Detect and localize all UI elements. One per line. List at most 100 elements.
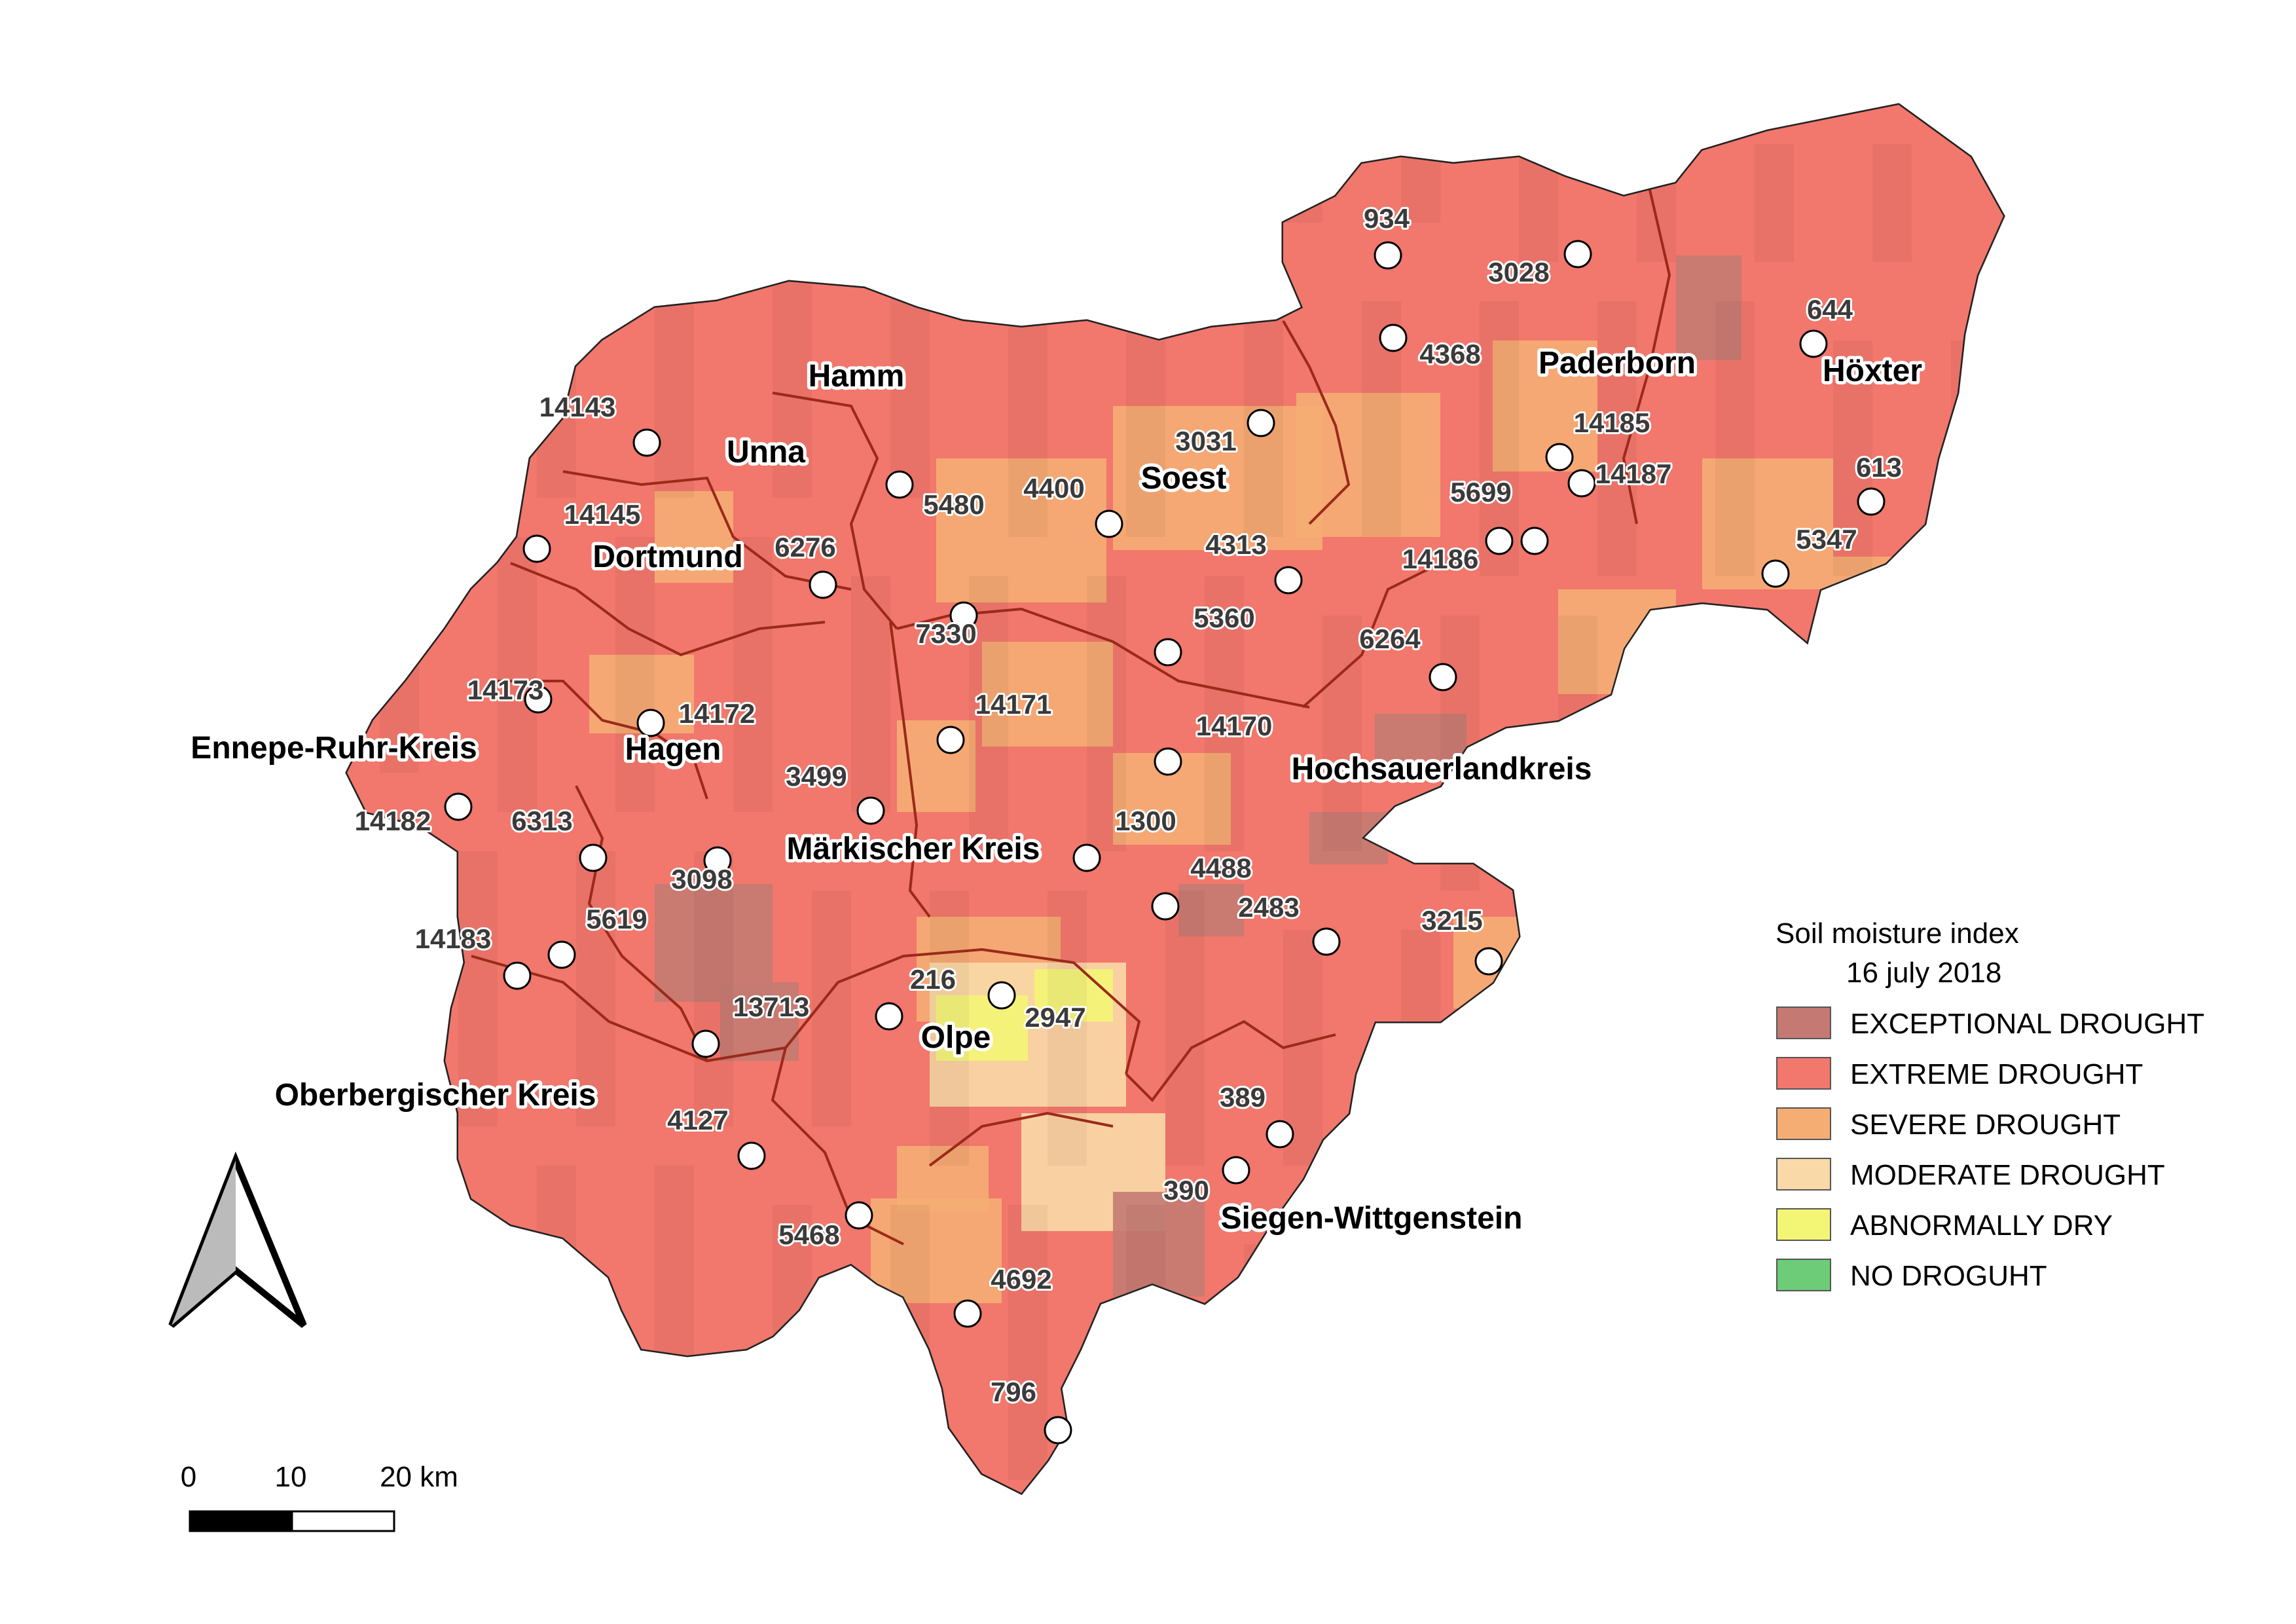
station-marker [579,843,608,872]
raster-cell [1401,1008,1440,1048]
station-label: 389 [1220,1082,1266,1113]
raster-cell [1715,380,1755,419]
raster-cell [733,733,773,773]
raster-cell [1283,969,1322,1008]
district-boundary [928,1111,1114,1167]
station-marker [703,846,732,875]
raster-cell [347,891,380,930]
raster-cell [1087,576,1126,616]
raster-cell [1008,1441,1048,1480]
raster-cell [1597,1401,1637,1441]
raster-cell [1401,144,1440,183]
raster-cell [1048,144,1087,183]
raster-cell [537,458,576,498]
raster-cell [1362,380,1401,419]
raster-cell [1676,655,1715,694]
scale-segment [291,1510,395,1532]
station-marker [949,601,978,630]
raster-cell [1794,694,1833,733]
legend-label: ABNORMALLY DRY [1850,1209,2113,1242]
legend-label: SEVERE DROUGHT [1850,1109,2121,1141]
district-label: Märkischer Kreis [787,832,1040,866]
raster-cell [1283,183,1322,223]
station-label: 4488 [1190,853,1251,883]
station-marker [1154,747,1182,776]
legend-title: Soil moisture index [1776,917,2019,950]
raster-cell [1480,341,1519,380]
raster-cell [1480,380,1519,419]
raster-cell [1676,255,1741,360]
district-labels: Hamm Unna Dortmund Soest Paderborn Höxter Enne… [187,342,1925,1239]
raster-cell [1165,1008,1205,1048]
district-label: Siegen-Wittgenstein [1221,1201,1523,1236]
raster-cell [1048,891,1087,930]
station-label: 2483 [1238,892,1299,923]
district-boundary [889,621,931,918]
raster-cell [615,537,655,576]
raster-cell [1362,1323,1401,1362]
station-label: 14171 [975,689,1052,720]
raster-cell [1794,733,1833,773]
district-boundary [1125,1020,1336,1103]
raster-cell [1087,812,1126,851]
raster-cell [1597,1244,1637,1283]
raster-cell [537,1401,576,1441]
raster-cell [1951,498,1990,537]
scale-label: 10 [275,1461,307,1493]
raster-cell [1087,694,1126,733]
raster-cell [1126,262,1165,301]
raster-cell [812,144,851,183]
raster-cell [1205,773,1244,812]
raster-cell [1872,223,1912,262]
raster-cell [930,930,969,969]
raster-cell [1113,1192,1205,1297]
raster-cell [890,380,930,419]
station-marker [444,792,473,821]
raster-cell [419,1283,458,1323]
raster-cell [498,1480,537,1493]
raster-cell [890,1244,930,1283]
raster-cell [1912,812,1951,851]
raster-cell [1715,1480,1755,1493]
station-label: 14186 [1402,544,1479,574]
raster-cell [1519,144,1558,183]
raster-cell [419,419,458,458]
station-marker [691,1029,720,1058]
raster-cell [1480,419,1519,458]
raster-cell [1480,1244,1519,1283]
raster-cell [1244,1401,1283,1441]
raster-cell [1912,655,1951,694]
raster-cell [1676,812,1715,851]
legend-label: NO DROGUHT [1850,1260,2047,1292]
raster-cell [1558,694,1597,733]
raster-cell [1597,1441,1637,1480]
raster-cell [1833,341,1872,380]
raster-cell [419,1205,458,1244]
raster-cell [1048,183,1087,223]
district-boundary [575,785,708,1061]
raster-cell [1205,733,1244,773]
station-marker [1857,487,1886,516]
raster-cell [890,1323,930,1362]
raster-cell [419,1323,458,1362]
raster-cell [1401,969,1440,1008]
scale-segment [189,1510,293,1532]
raster-cell [1126,458,1165,498]
raster-cell [1362,1283,1401,1323]
raster-cell [1597,1283,1637,1323]
raster-cell [1008,301,1048,341]
raster-cell [380,694,419,733]
raster-cell [1165,1048,1205,1087]
raster-cell [1637,1126,1676,1166]
raster-cell [812,1087,851,1126]
raster-cell [1205,812,1244,851]
raster-cell [890,1283,930,1323]
raster-cell [458,891,498,930]
raster-cell [1165,930,1205,969]
station-label: 14182 [355,805,431,836]
raster-cell [1322,812,1362,851]
raster-cell [1637,144,1676,183]
raster-cell [1440,812,1480,851]
station-label: 644 [1807,294,1853,325]
raster-cell [1951,341,1990,380]
